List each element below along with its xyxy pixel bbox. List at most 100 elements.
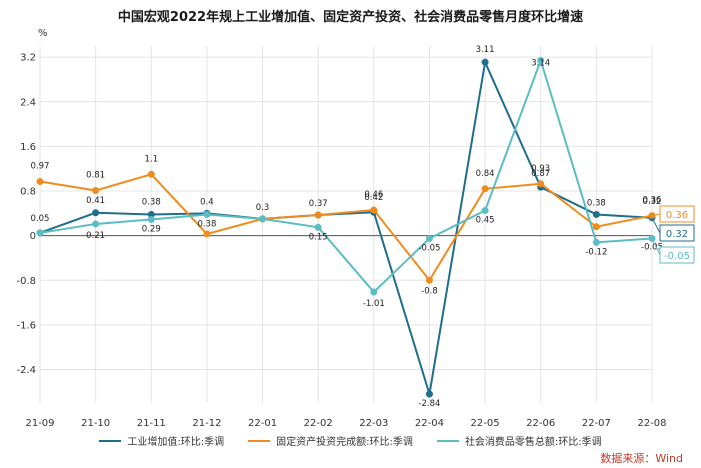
series-point-2 xyxy=(92,220,100,228)
x-tick-label: 22-04 xyxy=(415,418,444,429)
data-label-2: 0.15 xyxy=(309,232,328,242)
y-tick-label: -2.4 xyxy=(16,365,36,376)
axes: 3.2 2.4 1.6 0.8 0 -0.8 -1.6 -2.4 21-09 21-10 21-11… xyxy=(16,53,666,429)
source-note: 数据来源：Wind xyxy=(600,452,683,465)
series-point-0 xyxy=(592,210,600,218)
series-line-1 xyxy=(39,173,653,283)
data-label-2: -0.12 xyxy=(585,247,607,257)
data-label-2: 3.14 xyxy=(531,59,550,69)
data-label-1: 0.84 xyxy=(476,169,495,179)
legend-item-investment[interactable]: 固定资产投资完成额:环比:季调 xyxy=(248,433,413,448)
grid-lines xyxy=(39,46,653,403)
data-labels: 0.050.41 0.38 0.40.3 0.370.42-2.843.110.870… xyxy=(31,45,663,409)
data-label-1: 1.1 xyxy=(145,154,159,164)
data-label-2: 0.38 xyxy=(197,219,216,229)
x-tick-label: 22-08 xyxy=(637,418,666,429)
x-tick-label: 22-02 xyxy=(304,418,333,429)
y-axis-unit: % xyxy=(38,28,48,39)
series-lines xyxy=(36,57,656,398)
data-label-0: 0.87 xyxy=(531,169,550,179)
series-point-1 xyxy=(203,230,211,238)
series-point-2 xyxy=(147,215,155,223)
data-label-1: 0.93 xyxy=(531,164,550,174)
y-tick-label: -0.8 xyxy=(16,276,36,287)
legend-item-retail[interactable]: 社会消费品零售总额:环比:季调 xyxy=(436,433,602,448)
legend-item-industrial[interactable]: 工业增加值:环比:季调 xyxy=(99,433,224,448)
data-label-0: 0.05 xyxy=(31,214,50,224)
x-tick-label: 22-07 xyxy=(582,418,611,429)
series-point-2 xyxy=(36,229,44,237)
badge-box-1 xyxy=(659,205,695,223)
series-point-2 xyxy=(314,223,322,231)
series-point-2 xyxy=(259,215,267,223)
series-point-0 xyxy=(92,209,100,217)
series-point-1 xyxy=(481,185,489,193)
data-label-2: -1.01 xyxy=(363,299,385,309)
data-label-0: 0.37 xyxy=(309,199,328,209)
data-label-0: 0.3 xyxy=(256,203,270,213)
data-label-1: 0.97 xyxy=(31,162,50,172)
series-line-0 xyxy=(39,58,653,395)
badge-connector-0 xyxy=(651,217,661,234)
x-tick-label: 21-10 xyxy=(81,418,110,429)
x-tick-label: 22-03 xyxy=(359,418,388,429)
data-label-2: 0.45 xyxy=(476,216,495,226)
series-point-0 xyxy=(425,390,433,398)
badge-value-2: -0.05 xyxy=(664,251,690,262)
data-label-0: 0.4 xyxy=(200,197,214,207)
x-tick-label: 21-12 xyxy=(192,418,221,429)
data-label-1: -0.8 xyxy=(421,286,438,296)
series-point-0 xyxy=(147,210,155,218)
badge-value-0: 0.32 xyxy=(666,229,688,240)
legend: 工业增加值:环比:季调 固定资产投资完成额:环比:季调 社会消费品零售总额:环比… xyxy=(0,433,701,448)
series-point-1 xyxy=(36,178,44,186)
legend-label-investment: 固定资产投资完成额:环比:季调 xyxy=(276,437,413,448)
x-tick-label: 21-09 xyxy=(25,418,54,429)
data-label-1: 0.36 xyxy=(643,196,662,206)
legend-swatch-industrial xyxy=(99,439,122,442)
series-point-1 xyxy=(592,223,600,231)
series-point-2 xyxy=(425,234,433,242)
legend-label-retail: 社会消费品零售总额:环比:季调 xyxy=(464,437,602,448)
data-label-2: -0.05 xyxy=(641,242,663,252)
data-label-2: 0.21 xyxy=(86,231,105,241)
badge-connector-1 xyxy=(651,213,661,217)
x-tick-label: 22-06 xyxy=(526,418,555,429)
series-point-1 xyxy=(425,276,433,284)
data-label-1: 0.46 xyxy=(364,190,383,200)
x-tick-label: 21-11 xyxy=(137,418,166,429)
series-point-2 xyxy=(592,238,600,246)
x-tick-label: 22-01 xyxy=(248,418,277,429)
legend-label-industrial: 工业增加值:环比:季调 xyxy=(127,437,225,448)
y-tick-label: 1.6 xyxy=(20,142,36,153)
series-line-2 xyxy=(39,57,653,294)
data-label-0: 3.11 xyxy=(476,45,495,55)
series-point-1 xyxy=(370,206,378,214)
badge-connector-2 xyxy=(651,238,661,256)
series-point-1 xyxy=(314,211,322,219)
series-point-1 xyxy=(537,180,545,188)
badge-box-0 xyxy=(659,224,695,242)
series-point-2 xyxy=(203,210,211,218)
data-label-0: 0.32 xyxy=(643,197,662,207)
x-tick-label: 22-05 xyxy=(471,418,500,429)
data-label-2: 0.29 xyxy=(142,224,161,234)
data-label-0: 0.41 xyxy=(86,196,105,206)
series-point-2 xyxy=(481,207,489,215)
y-tick-label: -1.6 xyxy=(16,320,36,331)
data-label-0: -2.84 xyxy=(418,399,440,409)
data-label-0: 0.42 xyxy=(364,193,383,203)
series-point-1 xyxy=(92,186,100,194)
data-label-1: 0.81 xyxy=(86,170,105,180)
series-point-0 xyxy=(481,58,489,66)
badge-box-2 xyxy=(659,246,695,264)
legend-swatch-investment xyxy=(248,439,271,442)
y-tick-label: 2.4 xyxy=(20,97,36,108)
badge-value-1: 0.36 xyxy=(666,210,688,221)
data-label-0: 0.38 xyxy=(142,197,161,207)
legend-swatch-retail xyxy=(436,439,459,442)
y-tick-label: 0.8 xyxy=(20,187,36,198)
series-point-2 xyxy=(537,57,545,65)
y-tick-label: 3.2 xyxy=(20,53,36,64)
